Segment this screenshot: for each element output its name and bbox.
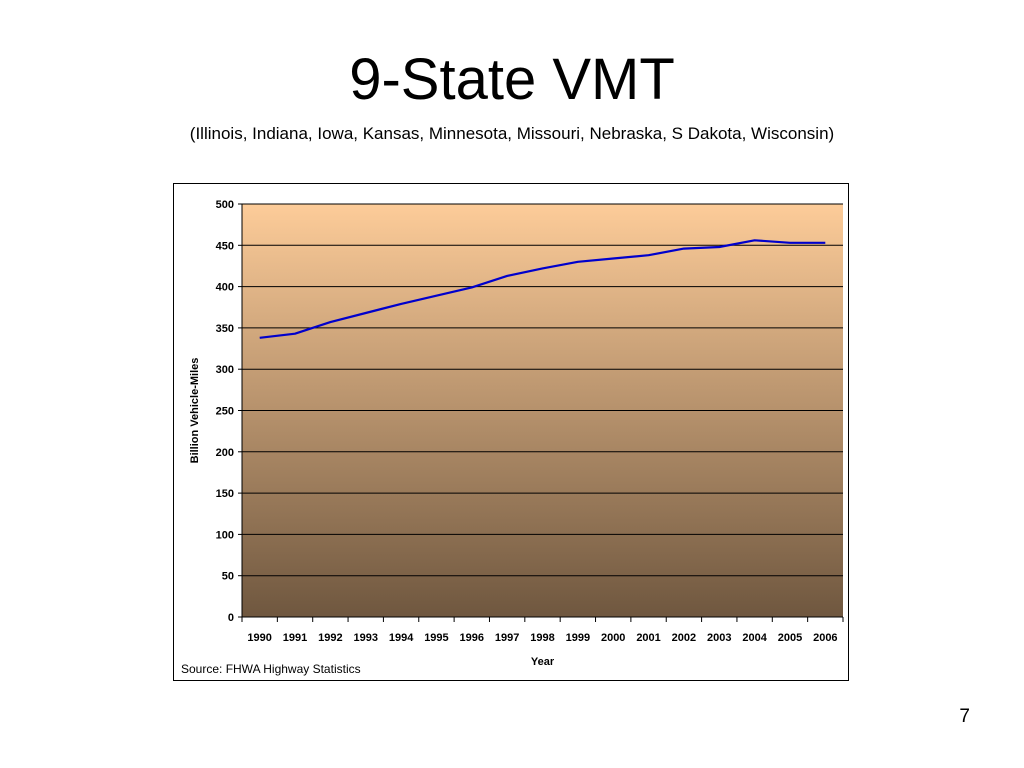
source-note: Source: FHWA Highway Statistics bbox=[181, 662, 361, 676]
x-tick-label: 2001 bbox=[636, 632, 660, 644]
x-tick-label: 1998 bbox=[530, 632, 554, 644]
x-tick-label: 1994 bbox=[389, 632, 414, 644]
x-tick-label: 1996 bbox=[460, 632, 484, 644]
x-tick-label: 1993 bbox=[353, 632, 377, 644]
x-tick-label: 1999 bbox=[566, 632, 590, 644]
line-chart: 0 50 100 150 200 250 300 350 400 450 500 1990 1991 19… bbox=[189, 199, 844, 668]
x-tick-label: 1991 bbox=[283, 632, 307, 644]
y-tick-label: 450 bbox=[216, 240, 234, 252]
x-tick-label: 2003 bbox=[707, 632, 731, 644]
y-tick-label: 250 bbox=[216, 406, 234, 418]
x-tick-label: 2004 bbox=[742, 632, 767, 644]
y-tick-label: 100 bbox=[216, 529, 234, 541]
series-line bbox=[259, 239, 826, 339]
slide-subtitle: (Illinois, Indiana, Iowa, Kansas, Minnes… bbox=[189, 124, 835, 143]
y-tick-label: 350 bbox=[216, 323, 234, 335]
x-tick-label: 1995 bbox=[424, 632, 448, 644]
y-tick-label: 50 bbox=[222, 571, 234, 583]
y-tick-label: 400 bbox=[216, 282, 234, 294]
x-tick-label: 2006 bbox=[813, 632, 837, 644]
x-tick-label: 2002 bbox=[672, 632, 696, 644]
x-tick-label: 1992 bbox=[318, 632, 342, 644]
x-tick-label: 1990 bbox=[247, 632, 271, 644]
y-tick-label: 0 bbox=[228, 612, 234, 624]
y-tick-label: 200 bbox=[216, 447, 234, 459]
x-tick-label: 2000 bbox=[601, 632, 625, 644]
x-tick-label: 2005 bbox=[778, 632, 802, 644]
slide-title: 9-State VMT bbox=[349, 47, 675, 112]
chart-frame: 0 50 100 150 200 250 300 350 400 450 500 1990 1991 19… bbox=[173, 183, 849, 681]
page-number: 7 bbox=[959, 706, 970, 727]
y-tick-label: 500 bbox=[216, 199, 234, 211]
x-axis-label: Year bbox=[531, 656, 555, 668]
y-axis-label: Billion Vehicle-Miles bbox=[189, 358, 201, 464]
y-tick-label: 300 bbox=[216, 364, 234, 376]
x-tick-label: 1997 bbox=[495, 632, 519, 644]
y-tick-label: 150 bbox=[216, 488, 234, 500]
